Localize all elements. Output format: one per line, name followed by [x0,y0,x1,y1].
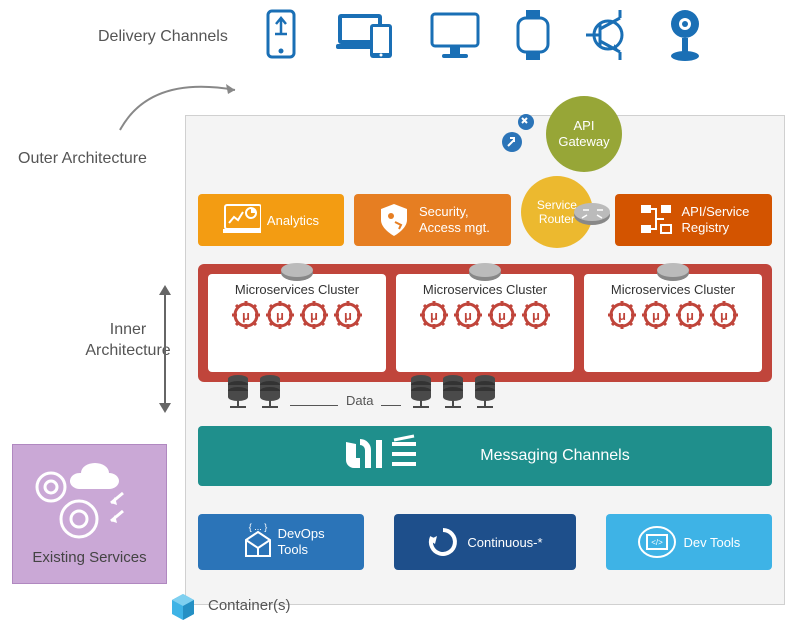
continuous-label: Continuous-* [467,535,542,550]
continuous-icon [427,526,459,558]
messaging-card: Messaging Channels [198,426,772,486]
watch-icon [514,10,552,60]
cluster-3-gears [592,301,754,329]
inner-bracket-icon [155,285,175,413]
analytics-icon [223,201,261,239]
db-icon [409,374,433,408]
cluster-2-gears [404,301,566,329]
containers-legend: Container(s) [168,590,291,620]
router-icon [573,202,611,228]
mu-gear-icon [454,301,482,329]
outer-architecture-label: Outer Architecture [18,150,147,168]
data-row: Data [226,374,497,408]
continuous-card: Continuous-* [394,514,576,570]
mu-gear-icon [232,301,260,329]
mu-gear-icon [334,301,362,329]
analytics-label: Analytics [267,213,319,228]
devtools-label: Dev Tools [683,535,740,550]
main-panel: API Gateway Analytics Security, Access m… [185,115,785,605]
cluster-router-icon [280,262,314,282]
messaging-label: Messaging Channels [480,447,629,465]
cluster-1-title: Microservices Cluster [216,282,378,297]
devops-card: { ... } DevOps Tools [198,514,364,570]
cluster-router-icon [656,262,690,282]
cluster-router-icon [468,262,502,282]
mu-gear-icon [420,301,448,329]
mu-gear-icon [710,301,738,329]
mu-gear-icon [608,301,636,329]
existing-services-icon [23,455,153,545]
devtools-card: </> Dev Tools [606,514,772,570]
svg-text:</>: </> [652,538,664,547]
devops-label: DevOps Tools [278,526,325,557]
db-icon [258,374,282,408]
monitor-icon [430,10,480,60]
svg-text:{ ... }: { ... } [248,522,267,532]
devtools-icon: </> [637,525,677,559]
cluster-container: Microservices Cluster Microservices Clus… [198,264,772,382]
cluster-1-gears [216,301,378,329]
cluster-3: Microservices Cluster [584,274,762,372]
service-router-wrap: Service Router [521,184,605,256]
devops-icon: { ... } [238,522,278,562]
security-label: Security, Access mgt. [419,204,490,235]
gear-small-icon [516,112,536,132]
containers-label: Container(s) [208,597,291,614]
data-label: Data [346,393,373,408]
delivery-channels-label: Delivery Channels [98,28,228,46]
phone-icon [260,9,302,61]
cluster-2: Microservices Cluster [396,274,574,372]
shield-icon [375,201,413,239]
cluster-3-title: Microservices Cluster [592,282,754,297]
mu-gear-icon [488,301,516,329]
registry-icon [638,201,676,239]
mu-gear-icon [676,301,704,329]
mu-gear-icon [300,301,328,329]
db-icon [473,374,497,408]
existing-services-label: Existing Services [23,549,156,566]
analytics-card: Analytics [198,194,344,246]
laptop-tablet-icon [336,10,396,60]
registry-label: API/Service Registry [682,204,750,235]
pipes-icon [340,434,420,478]
transistor-icon [586,10,632,60]
gear-small2-icon [500,130,524,154]
mu-gear-icon [266,301,294,329]
cluster-2-title: Microservices Cluster [404,282,566,297]
delivery-icons-row [260,8,704,62]
security-card: Security, Access mgt. [354,194,511,246]
mu-gear-icon [522,301,550,329]
db-icon [441,374,465,408]
existing-services-box: Existing Services [12,444,167,584]
registry-card: API/Service Registry [615,194,772,246]
db-icon [226,374,250,408]
cluster-1: Microservices Cluster [208,274,386,372]
webcam-icon [666,8,704,62]
cube-icon [168,590,198,620]
mu-gear-icon [642,301,670,329]
api-gateway-circle: API Gateway [546,96,622,172]
